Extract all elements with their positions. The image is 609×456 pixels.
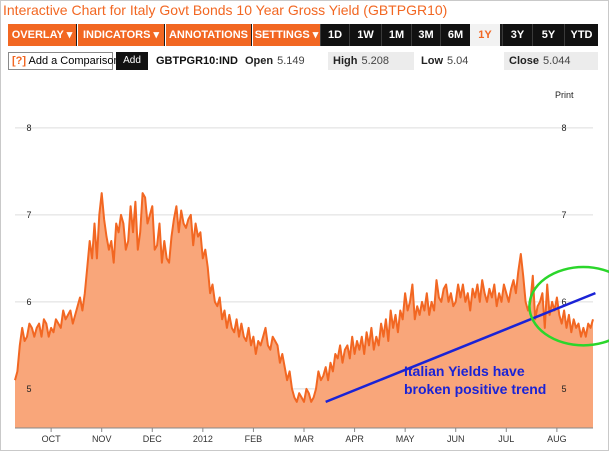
y-tick-label-left-6: 6: [26, 297, 31, 307]
annotation-line-1: broken positive trend: [404, 381, 546, 397]
open-label: Open: [245, 55, 274, 67]
x-tick-label-1: NOV: [92, 434, 112, 444]
x-tick-label-9: JUL: [498, 434, 514, 444]
x-tick-label-5: MAR: [294, 434, 315, 444]
high-value: 5.208: [361, 55, 389, 67]
x-tick-label-4: FEB: [245, 434, 263, 444]
y-tick-label-right-5: 5: [561, 384, 566, 394]
high-label: High: [333, 55, 358, 67]
quote-bar: [?] Add a Comparison Add GBTPGR10:IND Op…: [8, 52, 600, 72]
x-tick-label-10: AUG: [547, 434, 567, 444]
y-tick-label-left-8: 8: [26, 123, 31, 133]
range-5y-button[interactable]: 5Y: [532, 24, 564, 46]
close-stat: Close 5.044: [504, 52, 598, 70]
x-tick-label-7: MAY: [396, 434, 415, 444]
y-tick-label-right-6: 6: [561, 297, 566, 307]
low-value: 5.04: [447, 55, 469, 67]
y-tick-label-left-5: 5: [26, 384, 31, 394]
y-tick-label-left-7: 7: [26, 210, 31, 220]
help-icon: [?]: [12, 55, 27, 67]
indicators-menu-button[interactable]: INDICATORS ▾: [77, 24, 164, 46]
x-tick-label-3: 2012: [193, 434, 213, 444]
y-tick-label-right-7: 7: [561, 210, 566, 220]
ticker-symbol: GBTPGR10:IND: [156, 55, 238, 67]
range-1d-button[interactable]: 1D: [320, 24, 349, 46]
trend-line: [325, 291, 596, 404]
annotation-line-0: Italian Yields have: [404, 363, 525, 379]
low-stat: Low 5.04: [416, 52, 502, 70]
add-comparison-label: Add a Comparison: [28, 55, 120, 67]
yield-line: [14, 192, 594, 403]
highlight-circle: [528, 265, 609, 347]
range-1m-button[interactable]: 1M: [381, 24, 411, 46]
x-tick-label-8: JUN: [447, 434, 465, 444]
range-1y-button[interactable]: 1Y: [470, 24, 500, 46]
open-value: 5.149: [277, 55, 305, 67]
settings-menu-button[interactable]: SETTINGS ▾: [252, 24, 320, 46]
range-6m-button[interactable]: 6M: [440, 24, 470, 46]
x-tick-label-6: APR: [345, 434, 364, 444]
overlay-menu-button[interactable]: OVERLAY ▾: [8, 24, 76, 46]
print-link[interactable]: Print: [555, 90, 574, 100]
high-stat: High 5.208: [328, 52, 414, 70]
x-tick-label-0: OCT: [42, 434, 62, 444]
chart-toolbar: OVERLAY ▾ INDICATORS ▾ ANNOTATIONS ▾ SET…: [8, 24, 598, 63]
y-tick-label-right-8: 8: [561, 123, 566, 133]
open-stat: Open 5.149: [240, 52, 326, 70]
range-1w-button[interactable]: 1W: [349, 24, 381, 46]
annotations-menu-button[interactable]: ANNOTATIONS ▾: [165, 24, 251, 63]
add-comparison-button[interactable]: Add: [116, 52, 148, 70]
page-title: Interactive Chart for Italy Govt Bonds 1…: [3, 2, 448, 18]
x-tick-label-2: DEC: [143, 434, 163, 444]
close-label: Close: [509, 55, 539, 67]
low-label: Low: [421, 55, 443, 67]
add-comparison-input[interactable]: [?] Add a Comparison: [8, 52, 120, 70]
range-3m-button[interactable]: 3M: [411, 24, 440, 46]
yield-area: [15, 193, 593, 428]
close-value: 5.044: [542, 55, 571, 67]
range-ytd-button[interactable]: YTD: [564, 24, 598, 46]
range-3y-button[interactable]: 3Y: [502, 24, 532, 46]
